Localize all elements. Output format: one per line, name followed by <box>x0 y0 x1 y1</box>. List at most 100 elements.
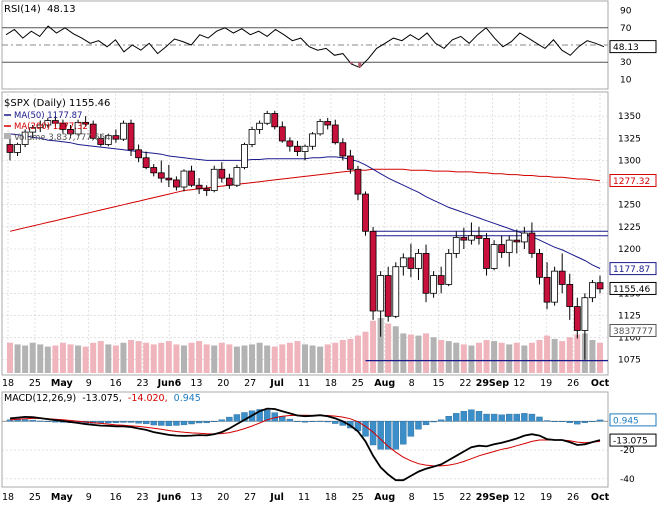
x-label-Jun6: Jun6 <box>157 378 182 389</box>
volume-bar <box>165 341 172 373</box>
volume-bar <box>332 342 339 373</box>
candle-body <box>399 257 407 268</box>
macd-histogram <box>6 409 604 450</box>
rsi-tick-70: 70 <box>620 24 632 34</box>
volume-bar <box>302 344 308 373</box>
macd-hist-bar <box>437 419 445 422</box>
candle-body <box>551 270 559 303</box>
price-badge-1-box <box>609 262 657 276</box>
volume-bar <box>324 344 331 373</box>
macd-ticks: 0-20-40 <box>620 417 635 485</box>
x-label-Aug: Aug <box>374 492 395 503</box>
macd-legend-hist: 0.945 <box>174 393 201 404</box>
x-label-18: 18 <box>325 378 337 389</box>
price-badge-1: 1177.87 <box>609 262 657 276</box>
price-badges: 1277.32 1177.87 1155.46 3837777 <box>609 174 657 337</box>
candle-body <box>263 113 271 124</box>
candle-body <box>452 237 460 254</box>
volume-bar <box>256 342 263 373</box>
candle-body <box>316 121 324 135</box>
macd-hist-bar <box>165 421 173 426</box>
candle-body <box>301 145 309 152</box>
x-label-Aug: Aug <box>374 378 395 389</box>
candle-body <box>120 122 127 140</box>
macd-hist-bar <box>241 412 248 422</box>
candle-body <box>233 167 241 186</box>
rsi-tick-90: 90 <box>620 7 632 17</box>
volume-bar <box>498 342 505 373</box>
x-label-9: 9 <box>86 492 92 503</box>
x-label-13: 13 <box>190 492 202 503</box>
volume-bar <box>241 345 248 373</box>
candle-body <box>528 232 536 254</box>
macd-hist-bar <box>589 421 596 422</box>
candle-body <box>44 120 52 126</box>
rsi-grid <box>2 27 608 63</box>
volume-bar <box>37 344 44 373</box>
candle-body <box>180 170 188 188</box>
rsi-legend-value: 48.13 <box>47 4 76 15</box>
macd-hist-bar <box>362 421 369 437</box>
rsi-lines <box>5 25 605 68</box>
volume-bar <box>544 335 551 373</box>
volume-bar <box>90 342 97 373</box>
volume-bar <box>211 345 218 373</box>
candle-body <box>566 284 574 307</box>
candle-body <box>135 149 142 159</box>
candle-body <box>127 122 135 151</box>
candle-body <box>369 230 377 312</box>
macd-hist-bar <box>211 421 218 422</box>
volume-bar <box>143 342 150 373</box>
volume-bar <box>521 345 528 373</box>
candle-body <box>286 140 294 147</box>
volume-bar <box>82 346 89 373</box>
candle-body <box>74 121 82 135</box>
candle-body <box>157 172 165 179</box>
price-badge-1-text: 1177.87 <box>613 265 650 275</box>
macd-hist-bar <box>460 410 468 422</box>
volume-bar <box>362 331 369 373</box>
price-badge-3-text: 3837777 <box>613 327 653 337</box>
price-tick-1350: 1350 <box>618 112 641 122</box>
macd-hist-bar <box>445 416 452 422</box>
rsi-panel: 9070503010 RSI(14) 48.13 48.13 <box>1 0 657 90</box>
candle-body <box>188 170 195 186</box>
price-badge-2-text: 1155.46 <box>613 285 650 295</box>
volume-bar <box>483 340 490 373</box>
price-tick-1125: 1125 <box>618 311 641 321</box>
macd-hist-bar <box>385 421 392 450</box>
candle-body <box>573 306 581 331</box>
macd-hist-bar <box>14 419 21 422</box>
x-axis-top: 18 25 May 9 16 23 Jun6 13 20 27 Jul 11 18 25 Aug 8 15 22 2… <box>2 378 610 389</box>
candle-body <box>59 122 67 130</box>
x-label-18: 18 <box>2 492 14 503</box>
x-label-26: 26 <box>567 492 579 503</box>
volume-bar <box>180 345 187 373</box>
macd-hist-bar <box>558 421 566 422</box>
candle-body <box>468 235 475 241</box>
candle-body <box>437 275 445 285</box>
price-tick-1200: 1200 <box>618 245 641 255</box>
x-label-8: 8 <box>409 492 415 503</box>
macd-legend: MACD(12,26,9) -13.075, -14.020, 0.945 <box>4 393 201 404</box>
macd-hist-bar <box>44 421 52 422</box>
volume-bar <box>294 341 301 373</box>
volume-bar <box>264 345 271 373</box>
volume-bar <box>491 341 498 373</box>
candle-body <box>475 235 483 239</box>
volume-bar <box>97 341 104 373</box>
x-label-15: 15 <box>432 492 444 503</box>
ma200-line <box>9 168 601 232</box>
volume-bar <box>75 345 82 373</box>
candle-body <box>104 135 112 145</box>
macd-hist-bar <box>294 421 301 422</box>
macd-hist-bar <box>528 413 536 422</box>
macd-hist-bar <box>407 421 415 437</box>
candle-body <box>430 275 437 294</box>
volume-bar <box>536 340 543 373</box>
x-label-Jul: Jul <box>269 492 284 503</box>
volume-bar <box>559 341 566 373</box>
candle-body <box>29 127 37 133</box>
candle-body <box>218 168 226 179</box>
